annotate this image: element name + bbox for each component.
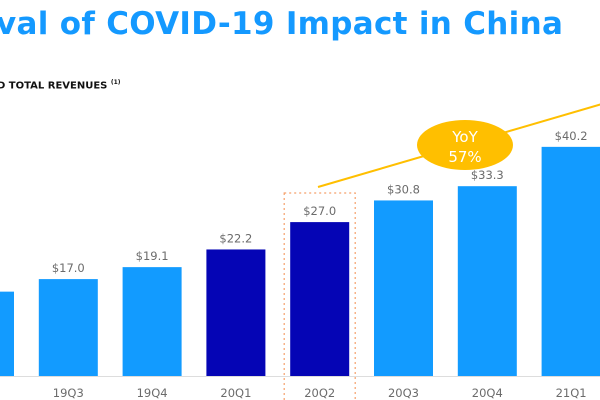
bar-20Q4 (457, 186, 517, 376)
bar-19Q4 (122, 267, 182, 376)
data-label: $19.1 (136, 249, 169, 263)
bar-20Q1 (206, 249, 266, 376)
slide-title: val of COVID-19 Impact in China (0, 6, 564, 42)
data-label: $40.2 (555, 129, 588, 143)
x-tick-label: 20Q2 (304, 386, 335, 400)
footnote-marker: (1) (110, 79, 121, 86)
x-tick-label: 20Q4 (472, 386, 503, 400)
subtitle-text: D TOTAL REVENUES (0, 80, 108, 92)
bar-20Q2 (290, 222, 350, 376)
x-tick-label: 19Q3 (53, 386, 84, 400)
highlight-box (283, 192, 356, 400)
chart-subtitle: D TOTAL REVENUES (1) (0, 79, 121, 91)
bar-20Q3 (374, 200, 433, 376)
x-tick-label: 19Q4 (137, 386, 168, 400)
yoy-label: YoY (451, 128, 478, 146)
data-label: $17.0 (52, 261, 85, 275)
bar-19Q3 (38, 279, 98, 376)
x-tick-label: 20Q1 (220, 386, 251, 400)
data-label: $27.0 (303, 204, 336, 218)
bar-21Q1 (541, 146, 600, 376)
yoy-value: 57% (448, 148, 481, 166)
x-tick-label: 21Q1 (556, 386, 587, 400)
yoy-bubble (417, 120, 513, 170)
data-label: $22.2 (219, 231, 252, 245)
data-label: $33.3 (471, 168, 504, 182)
bar-partial (0, 291, 14, 376)
x-tick-label: 20Q3 (388, 386, 419, 400)
data-label: $30.8 (387, 182, 420, 196)
